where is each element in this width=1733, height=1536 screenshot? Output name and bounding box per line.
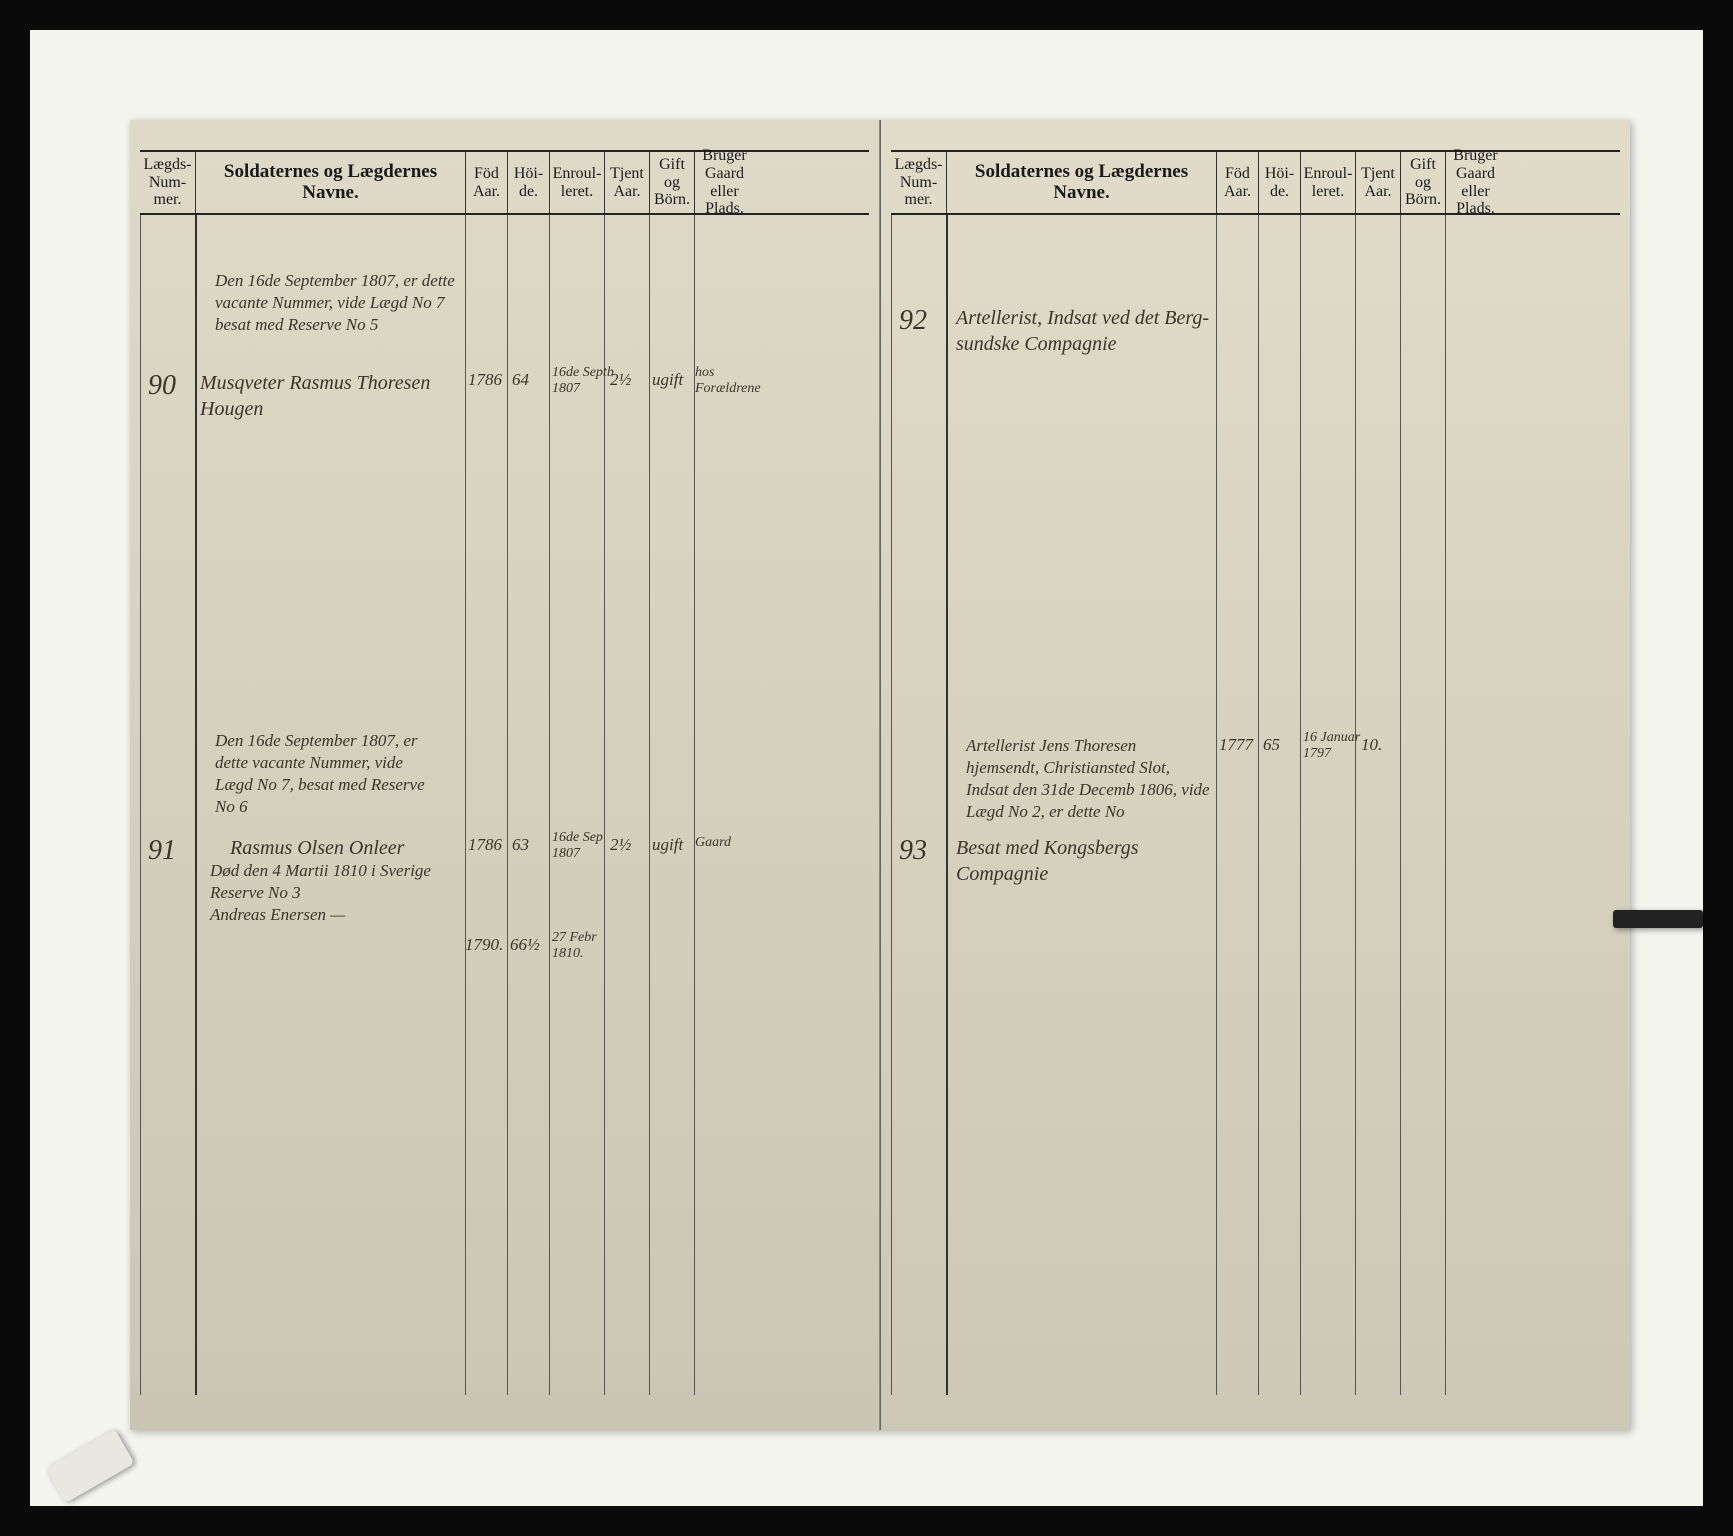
header-navne: Soldaternes og LægdernesNavne. (195, 152, 465, 213)
entry-hoide: 64 (512, 370, 529, 390)
header-gift: GiftogBörn. (649, 152, 694, 213)
entry-name: Artellerist, Indsat ved det Berg-sundske… (956, 305, 1216, 357)
header-enroul: Enroul-leret. (549, 152, 604, 213)
header-bruger: BrugerGaardellerPlads. (1445, 152, 1505, 213)
left-table: Lægds-Num-mer. Soldaternes og LægdernesN… (140, 150, 869, 1410)
header-fod: FödAar. (1216, 152, 1258, 213)
entry-bruger: hosForældrene (695, 365, 761, 397)
entry-note: Den 16de September 1807, er dettevacante… (215, 270, 465, 336)
entry-tjent: 2½ (610, 835, 631, 855)
header-hoide: Höi-de. (507, 152, 549, 213)
entry-note: Den 16de September 1807, erdette vacante… (215, 730, 465, 818)
left-header-row: Lægds-Num-mer. Soldaternes og LægdernesN… (140, 150, 869, 215)
entry-enr: 16de Sep1807 (552, 830, 603, 862)
header-enroul: Enroul-leret. (1300, 152, 1355, 213)
entry-number: 91 (148, 835, 176, 867)
entry-note: Artellerist Jens Thoresenhjemsendt, Chri… (966, 735, 1216, 823)
header-fod: FödAar. (465, 152, 507, 213)
entry-enr: 16 Januar1797 (1303, 730, 1360, 762)
entry-bruger: Gaard (695, 835, 731, 851)
header-laegds: Lægds-Num-mer. (891, 152, 946, 213)
binder-clip-icon (45, 1429, 134, 1504)
left-page: Lægds-Num-mer. Soldaternes og LægdernesN… (130, 120, 880, 1430)
entry-fod: 1786 (468, 370, 502, 390)
entry-fod: 1777 (1219, 735, 1253, 755)
header-laegds: Lægds-Num-mer. (140, 152, 195, 213)
header-hoide: Höi-de. (1258, 152, 1300, 213)
entry-hoide: 65 (1263, 735, 1280, 755)
right-table: Lægds-Num-mer. Soldaternes og LægdernesN… (891, 150, 1620, 1410)
entry-name: Musqveter Rasmus Thoresen Hougen (200, 370, 465, 422)
ledger-book: Lægds-Num-mer. Soldaternes og LægdernesN… (130, 120, 1630, 1430)
entry-fod: 1790. (465, 935, 503, 955)
entry-hoide: 63 (512, 835, 529, 855)
entry-name: Rasmus Olsen Onleer (230, 835, 465, 861)
entry-fod: 1786 (468, 835, 502, 855)
header-tjent: TjentAar. (1355, 152, 1400, 213)
entry-hoide: 66½ (510, 935, 540, 955)
entry-tjent: 10. (1361, 735, 1382, 755)
right-page: Lægds-Num-mer. Soldaternes og LægdernesN… (880, 120, 1630, 1430)
entry-gift: ugift (652, 370, 683, 390)
entry-enr: 27 Febr1810. (552, 930, 597, 962)
entry-tjent: 2½ (610, 370, 631, 390)
photo-frame: Lægds-Num-mer. Soldaternes og LægdernesN… (30, 30, 1703, 1506)
entry-number: 90 (148, 370, 176, 402)
right-header-row: Lægds-Num-mer. Soldaternes og LægdernesN… (891, 150, 1620, 215)
entry-enr: 16de Septb1807 (552, 365, 614, 397)
entry-gift: ugift (652, 835, 683, 855)
header-navne: Soldaternes og LægdernesNavne. (946, 152, 1216, 213)
entry-number: 92 (899, 305, 927, 337)
header-gift: GiftogBörn. (1400, 152, 1445, 213)
pointer-object (1613, 910, 1703, 928)
entry-sub: Død den 4 Martii 1810 i SverigeReserve N… (210, 860, 465, 926)
entry-name: Besat med Kongsbergs Compagnie (956, 835, 1216, 887)
left-body: 90 Den 16de September 1807, er dettevaca… (140, 215, 869, 1395)
right-body: 92 Artellerist, Indsat ved det Berg-sund… (891, 215, 1620, 1395)
header-bruger: BrugerGaardellerPlads. (694, 152, 754, 213)
header-tjent: TjentAar. (604, 152, 649, 213)
entry-number: 93 (899, 835, 927, 867)
